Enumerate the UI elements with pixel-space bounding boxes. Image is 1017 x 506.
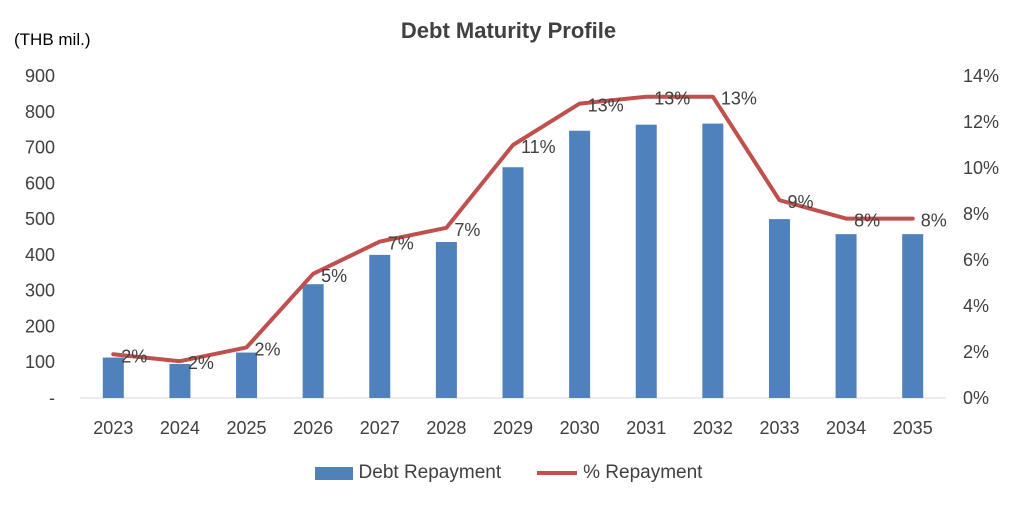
data-label-percent: 8%: [921, 211, 947, 231]
y-left-tick-label: 100: [25, 352, 55, 372]
y-left-tick-label: 800: [25, 102, 55, 122]
y-left-tick-label: 400: [25, 245, 55, 265]
y-right-tick-label: 2%: [963, 342, 989, 362]
bar-debt-repayment: [835, 234, 857, 398]
x-tick-label: 2023: [93, 418, 133, 438]
x-tick-label: 2026: [293, 418, 333, 438]
x-tick-label: 2027: [360, 418, 400, 438]
bar-debt-repayment: [768, 219, 790, 398]
unit-label: (THB mil.): [14, 30, 91, 49]
bar-debt-repayment: [902, 234, 924, 398]
x-tick-label: 2031: [626, 418, 666, 438]
x-tick-label: 2024: [160, 418, 200, 438]
x-tick-label: 2030: [560, 418, 600, 438]
data-label-percent: 13%: [654, 89, 690, 109]
y-right-tick-label: 4%: [963, 296, 989, 316]
y-left-tick-label: 900: [25, 66, 55, 86]
data-label-percent: 2%: [188, 353, 214, 373]
chart-title: Debt Maturity Profile: [400, 18, 617, 43]
legend-swatch-line: [537, 471, 578, 475]
bar-debt-repayment: [435, 242, 457, 398]
y-left-tick-label: 500: [25, 209, 55, 229]
y-right-tick-label: 0%: [963, 388, 989, 408]
bar-debt-repayment: [702, 123, 724, 398]
bar-debt-repayment: [169, 364, 191, 398]
data-label-percent: 7%: [388, 234, 414, 254]
data-label-percent: 11%: [521, 137, 556, 157]
data-label-percent: 7%: [454, 220, 480, 240]
y-left-tick-label: 700: [25, 138, 55, 158]
y-left-tick-label: 600: [25, 173, 55, 193]
legend-swatch-bar: [314, 466, 353, 480]
x-tick-label: 2029: [493, 418, 533, 438]
x-tick-label: 2028: [426, 418, 466, 438]
legend-label-percent-repayment: % Repayment: [583, 462, 703, 483]
x-tick-label: 2025: [227, 418, 267, 438]
legend-item-debt-repayment: Debt Repayment: [314, 462, 502, 484]
bar-debt-repayment: [502, 167, 524, 398]
y-left-tick-label: 200: [25, 316, 55, 336]
y-left-tick-label: -: [49, 388, 55, 408]
x-tick-label: 2033: [759, 418, 799, 438]
bar-debt-repayment: [236, 352, 258, 398]
x-tick-label: 2032: [693, 418, 733, 438]
y-right-tick-label: 12%: [963, 112, 999, 132]
x-tick-label: 2034: [826, 418, 866, 438]
y-left-tick-label: 300: [25, 281, 55, 301]
chart-legend: Debt Repayment % Repayment: [0, 462, 1017, 484]
data-label-percent: 8%: [854, 211, 880, 231]
x-tick-label: 2035: [893, 418, 933, 438]
bar-debt-repayment: [302, 284, 324, 398]
data-label-percent: 9%: [787, 192, 813, 212]
bar-debt-repayment: [635, 124, 657, 398]
line-percent-repayment: [111, 94, 915, 364]
data-label-percent: 2%: [121, 346, 147, 366]
legend-label-debt-repayment: Debt Repayment: [358, 462, 502, 483]
data-label-percent: 5%: [321, 266, 347, 286]
data-label-percent: 13%: [721, 89, 757, 109]
data-label-percent: 2%: [255, 339, 281, 359]
y-right-tick-label: 8%: [963, 204, 989, 224]
bar-debt-repayment: [102, 357, 124, 398]
y-right-tick-label: 6%: [963, 250, 989, 270]
data-label-percent: 13%: [588, 96, 624, 116]
y-right-tick-label: 10%: [963, 158, 999, 178]
y-right-tick-label: 14%: [963, 66, 999, 86]
bar-debt-repayment: [369, 254, 391, 398]
bar-debt-repayment: [569, 130, 591, 399]
legend-item-percent-repayment: % Repayment: [537, 462, 702, 484]
